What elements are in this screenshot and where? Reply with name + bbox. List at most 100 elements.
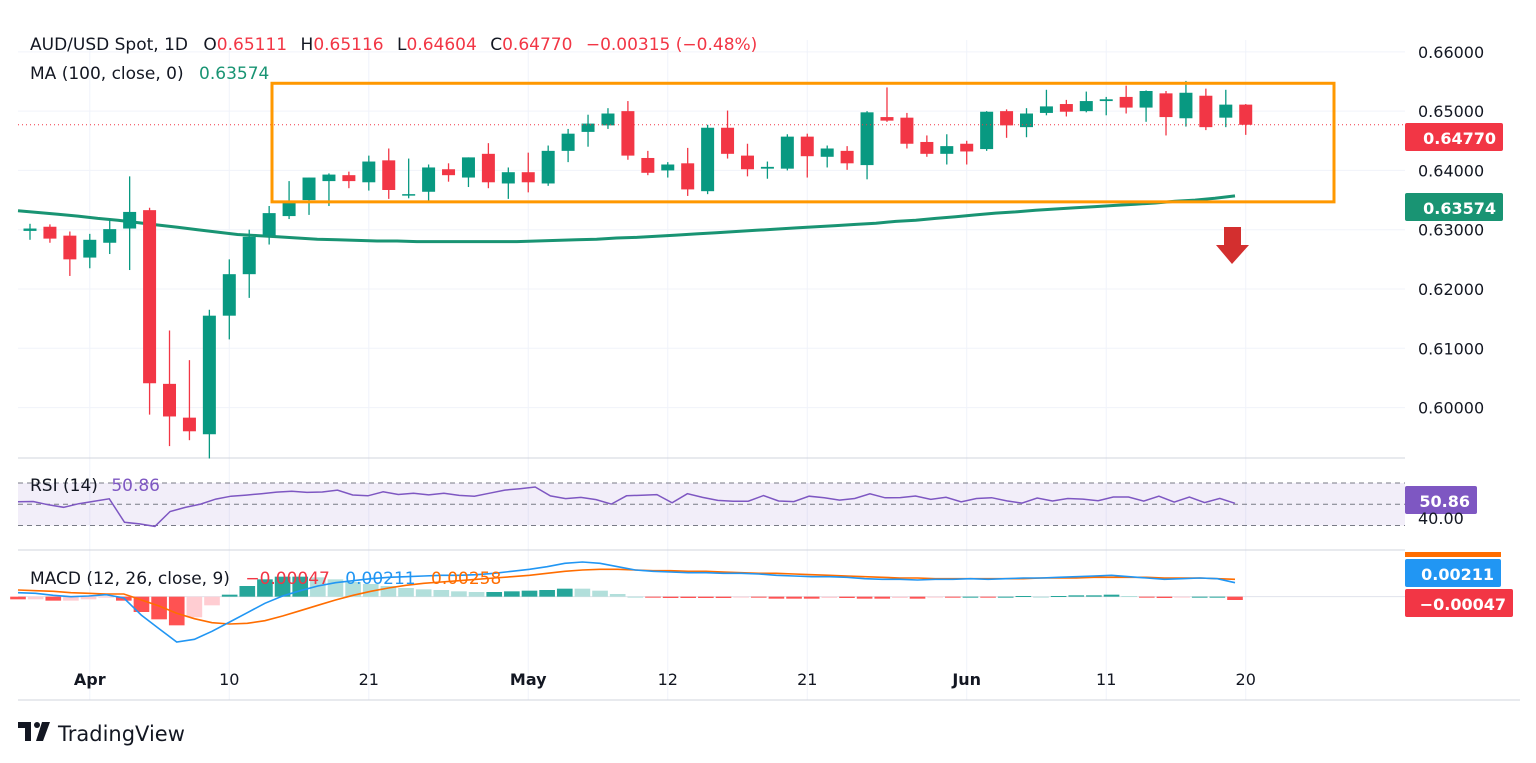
macd-hist-bar xyxy=(1209,596,1226,598)
ma-tag-bg xyxy=(1405,193,1503,221)
macd-hist-bar xyxy=(698,596,714,598)
candle xyxy=(43,224,57,243)
candle xyxy=(1179,80,1193,127)
candle xyxy=(1119,85,1133,114)
candle xyxy=(900,112,914,149)
macd-hist-bar xyxy=(556,588,573,597)
candle xyxy=(1020,108,1033,138)
candle xyxy=(302,177,316,215)
x-tick-label: 21 xyxy=(359,670,379,689)
candle xyxy=(1079,91,1093,113)
candle-body xyxy=(860,112,874,166)
candle-body xyxy=(840,150,854,164)
candle-body xyxy=(880,117,894,121)
macd-hist-bar xyxy=(521,590,538,597)
macd-hist-bar xyxy=(997,596,1014,598)
macd-hist-bar xyxy=(750,596,767,598)
candle xyxy=(342,171,356,189)
tradingview-logo-icon[interactable] xyxy=(18,722,50,741)
candle xyxy=(501,167,515,199)
consolidation-box xyxy=(270,81,1336,204)
candle xyxy=(661,162,675,178)
macd-group xyxy=(10,561,1405,643)
macd-hist-bar xyxy=(415,589,432,597)
o-label: O xyxy=(203,35,216,55)
candle-body xyxy=(760,166,774,169)
candle xyxy=(621,101,635,160)
macd-hist-bar xyxy=(10,596,26,600)
candle xyxy=(1139,90,1153,122)
candle-body xyxy=(1159,93,1173,118)
rsi-legend: RSI (14) 50.86 xyxy=(30,476,160,496)
candle xyxy=(800,133,814,178)
macd-hist-bar xyxy=(45,596,62,601)
macd-hist-bar xyxy=(1050,596,1067,597)
x-tick-label: 11 xyxy=(1096,670,1116,689)
candle xyxy=(820,145,834,168)
candle-body xyxy=(1059,104,1073,112)
x-tick-label: Jun xyxy=(951,670,981,689)
time-axis[interactable]: Apr 10 21 May 12 21 Jun 11 20 xyxy=(74,670,1256,689)
candle xyxy=(402,158,416,199)
macd-hist-bar xyxy=(662,596,679,598)
candle xyxy=(521,152,535,193)
ma-line xyxy=(17,194,1236,244)
candle xyxy=(481,143,495,189)
macd-legend: MACD (12, 26, close, 9) −0.00047 0.00211… xyxy=(30,569,501,589)
candle-body xyxy=(123,211,137,229)
candle xyxy=(123,176,137,271)
macd-hist-bar xyxy=(1191,596,1208,598)
c-label: C xyxy=(490,35,502,55)
candle xyxy=(780,134,794,171)
macd-hist-bar xyxy=(1015,596,1032,597)
symbol: AUD/USD Spot xyxy=(30,35,154,55)
candle-body xyxy=(322,174,336,182)
candle-body xyxy=(1139,90,1153,108)
rsi-label: RSI (14) xyxy=(30,476,98,496)
brand-name[interactable]: TradingView xyxy=(57,722,185,746)
macd-hist-bar xyxy=(1068,595,1085,597)
candle-body xyxy=(920,141,934,154)
rsi-group xyxy=(17,486,1236,528)
candle xyxy=(282,181,296,220)
macd-hist-bar xyxy=(151,596,167,620)
candle-body xyxy=(362,161,376,183)
candle xyxy=(681,147,695,196)
macd-hist-bar xyxy=(786,596,802,599)
l-label: L xyxy=(397,35,407,55)
candle xyxy=(880,87,894,122)
macd-hist-bar xyxy=(221,594,238,597)
macd-hist-bar xyxy=(892,596,908,598)
candle-body xyxy=(43,226,57,239)
candle-body xyxy=(422,167,436,192)
candle xyxy=(980,111,994,151)
ma-tag: 0.63574 xyxy=(1423,199,1496,218)
candle-body xyxy=(621,111,635,156)
candle xyxy=(143,207,157,415)
macd-hist-bar xyxy=(504,591,520,597)
y-tick-label: 0.64000 xyxy=(1418,161,1484,180)
y-tick-label: 0.60000 xyxy=(1418,399,1484,418)
macd-hist-bar xyxy=(63,596,79,601)
candle-body xyxy=(1000,111,1014,126)
high-value: 0.65116 xyxy=(313,35,383,55)
candle xyxy=(202,309,216,459)
candle xyxy=(103,219,117,255)
y-tick-label: 0.65000 xyxy=(1418,102,1484,121)
open-value: 0.65111 xyxy=(217,35,287,55)
signal-tag xyxy=(1405,552,1501,557)
macd-hist-bar xyxy=(574,588,591,597)
macd-line-value: 0.00211 xyxy=(345,569,415,589)
candle-body xyxy=(501,172,515,184)
change-value: −0.00315 (−0.48%) xyxy=(586,35,757,55)
ma-value: 0.63574 xyxy=(199,64,269,84)
candle-body xyxy=(461,157,475,178)
candle-body xyxy=(940,146,954,154)
candle xyxy=(1219,89,1233,128)
price-axis[interactable]: 0.66000 0.65000 0.64000 0.63000 0.62000 0.610… xyxy=(1418,43,1484,418)
candle-body xyxy=(1020,113,1033,128)
macd-hist-bar xyxy=(27,596,44,600)
candle xyxy=(1059,99,1073,117)
